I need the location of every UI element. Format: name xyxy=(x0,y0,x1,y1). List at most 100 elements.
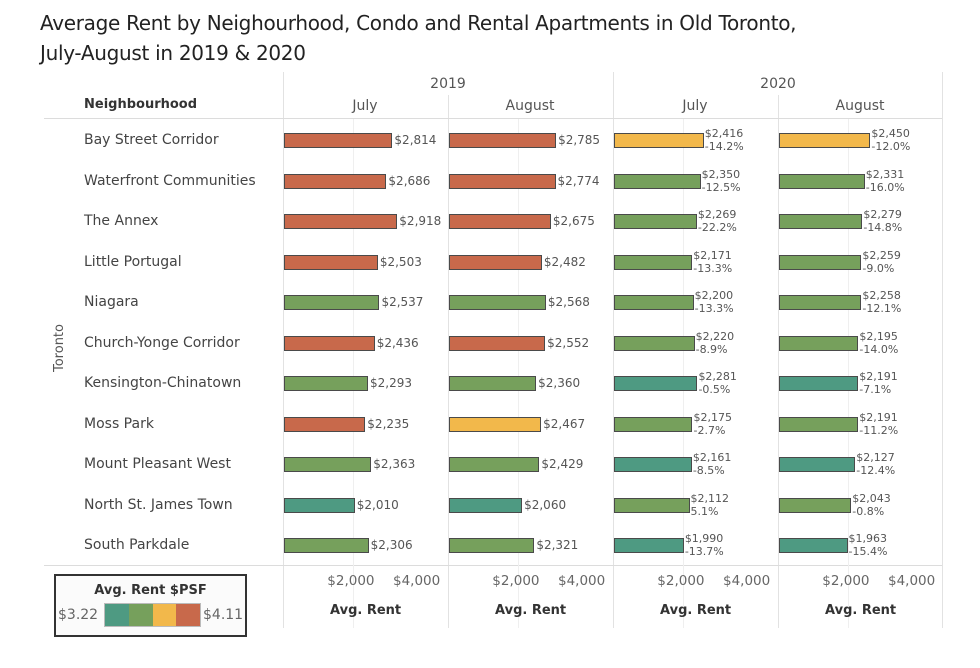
neighbourhood-column-header: Neighbourhood xyxy=(84,97,198,112)
bar-value-label: $2,686 xyxy=(388,173,431,188)
bar-2020-august[interactable] xyxy=(779,457,856,472)
bar-value-label: $2,814 xyxy=(394,133,437,147)
bar-value-label: $2,195 -14.0% xyxy=(859,330,898,356)
pct-change-label: -13.3% xyxy=(693,261,733,275)
pct-change-label: -0.8% xyxy=(852,504,885,518)
pct-change-label: -13.3% xyxy=(694,302,734,315)
bar-2019-august[interactable] xyxy=(449,538,535,553)
bar-2019-july[interactable] xyxy=(284,133,393,148)
pct-change-label: -8.9% xyxy=(695,342,728,356)
x-tick-label: $4,000 xyxy=(558,573,606,589)
bar-2019-august[interactable] xyxy=(449,214,551,229)
bar-2020-july[interactable] xyxy=(614,457,692,472)
bar-value-label: $2,043 -0.8% xyxy=(852,492,891,518)
bar-value-label: $2,200 -13.3% xyxy=(695,289,734,315)
bar-2020-august[interactable] xyxy=(779,133,871,148)
bar-2020-july[interactable] xyxy=(614,416,693,432)
year-header-2019: 2019 xyxy=(430,76,466,92)
bar-2020-august[interactable] xyxy=(779,335,859,351)
pct-change-label: -11.2% xyxy=(859,423,899,437)
bar-2019-july[interactable] xyxy=(284,497,355,513)
bar-2020-july[interactable] xyxy=(614,214,697,229)
bar-2020-august[interactable] xyxy=(779,254,862,270)
bar-2020-august[interactable] xyxy=(779,376,859,391)
gridline xyxy=(848,119,850,628)
bar-2019-august[interactable] xyxy=(449,335,546,351)
pct-change-label: -0.5% xyxy=(698,383,731,396)
bar-value-label: $2,306 xyxy=(370,538,413,552)
bar-value-label: $2,774 xyxy=(557,173,600,188)
pct-change-label: -9.0% xyxy=(862,261,895,275)
bar-2020-july[interactable] xyxy=(614,133,704,148)
bar-2020-august[interactable] xyxy=(779,295,862,310)
rent-value-label: $2,450 xyxy=(871,127,910,140)
bar-value-label: $2,127 -12.4% xyxy=(856,451,895,477)
bar-2019-august[interactable] xyxy=(449,133,557,148)
neighbourhood-label: Bay Street Corridor xyxy=(84,132,219,148)
pct-change-label: -2.7% xyxy=(693,423,726,437)
neighbourhood-label: Mount Pleasant West xyxy=(84,456,231,472)
bar-2019-august[interactable] xyxy=(449,376,537,391)
bar-2019-july[interactable] xyxy=(284,254,378,270)
pct-change-label: -13.7% xyxy=(684,545,724,558)
bar-2020-july[interactable] xyxy=(614,538,684,553)
chart-title: Average Rent by Neighourhood, Condo and … xyxy=(40,8,797,68)
bar-value-label: $1,963 -15.4% xyxy=(849,532,888,558)
bar-value-label: $2,675 xyxy=(552,214,595,228)
rent-value-label: $2,258 xyxy=(862,289,901,302)
bar-2020-july[interactable] xyxy=(614,254,693,270)
x-tick-label: $4,000 xyxy=(723,573,771,589)
bar-2020-august[interactable] xyxy=(779,538,848,553)
bar-2019-august[interactable] xyxy=(449,254,542,270)
panel-separator xyxy=(942,72,943,628)
rent-value-label: $2,350 xyxy=(701,167,741,181)
bar-2019-july[interactable] xyxy=(284,173,387,189)
bar-value-label: $2,321 xyxy=(536,538,579,552)
x-axis-title: Avg. Rent xyxy=(825,603,897,618)
pct-change-label: -16.0% xyxy=(865,180,905,194)
bar-2019-july[interactable] xyxy=(284,335,375,351)
bar-2020-august[interactable] xyxy=(779,497,852,513)
neighbourhood-label: Waterfront Communities xyxy=(84,172,256,189)
bar-2020-august[interactable] xyxy=(779,173,865,189)
bar-value-label: $2,537 xyxy=(381,295,424,309)
bar-value-label: $2,350 -12.5% xyxy=(702,168,741,194)
neighbourhood-label: The Annex xyxy=(84,213,159,229)
rent-value-label: $1,963 xyxy=(848,532,888,545)
pct-change-label: -14.2% xyxy=(704,140,744,153)
bar-2019-august[interactable] xyxy=(449,497,523,513)
neighbourhood-label: South Parkdale xyxy=(84,537,190,553)
bar-2019-july[interactable] xyxy=(284,295,380,310)
neighbourhood-label: Moss Park xyxy=(84,415,154,432)
x-tick-label: $2,000 xyxy=(822,573,870,589)
bar-2020-july[interactable] xyxy=(614,295,694,310)
bar-2019-july[interactable] xyxy=(284,538,369,553)
neighbourhood-label: Niagara xyxy=(84,294,139,310)
bar-2020-july[interactable] xyxy=(614,173,701,189)
bar-value-label: $2,269 -22.2% xyxy=(698,208,737,234)
bar-2020-august[interactable] xyxy=(779,416,859,432)
bar-2019-july[interactable] xyxy=(284,214,398,229)
x-tick-label: $4,000 xyxy=(393,573,441,589)
legend-color-ramp xyxy=(104,603,201,627)
pct-change-label: -12.1% xyxy=(862,302,902,315)
bar-2020-july[interactable] xyxy=(614,335,695,351)
bar-value-label: $2,259 -9.0% xyxy=(862,249,901,275)
legend-max-label: $4.11 xyxy=(203,607,244,623)
bar-2020-august[interactable] xyxy=(779,214,863,229)
row-group-label-toronto: Toronto xyxy=(52,324,67,372)
bar-2019-august[interactable] xyxy=(449,416,542,432)
bar-2019-july[interactable] xyxy=(284,376,368,391)
bar-2020-july[interactable] xyxy=(614,497,690,513)
year-header-2020: 2020 xyxy=(760,76,796,92)
bar-2019-august[interactable] xyxy=(449,457,540,472)
bar-2019-july[interactable] xyxy=(284,457,372,472)
bar-2019-august[interactable] xyxy=(449,173,556,189)
pct-change-label: -15.4% xyxy=(848,545,888,558)
bar-2020-july[interactable] xyxy=(614,376,698,391)
bar-value-label: $2,060 xyxy=(524,497,567,512)
bar-2019-august[interactable] xyxy=(449,295,546,310)
bar-2019-july[interactable] xyxy=(284,416,366,432)
bar-value-label: $2,785 xyxy=(558,133,601,147)
bar-value-label: $2,171 -13.3% xyxy=(693,249,732,275)
